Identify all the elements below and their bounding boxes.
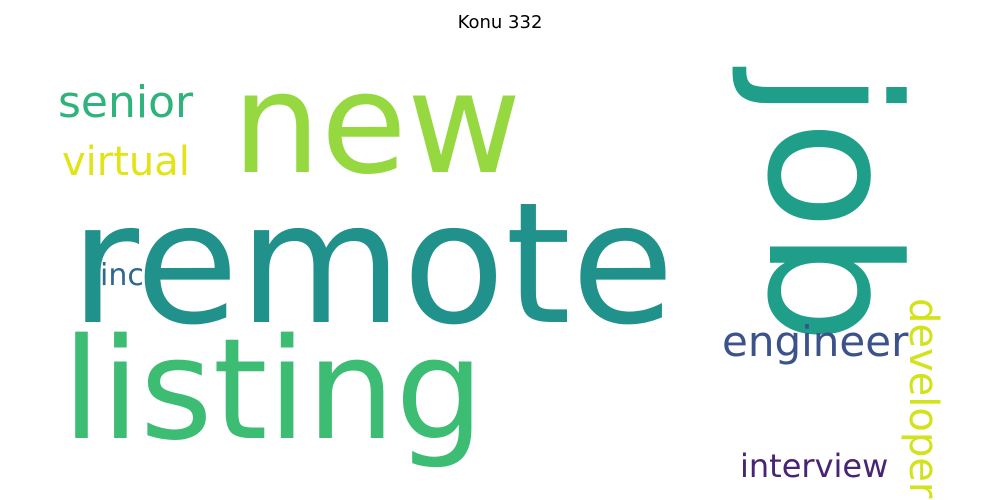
word-listing: listing xyxy=(62,309,484,472)
word-new: new xyxy=(232,43,521,206)
word-engineer: engineer xyxy=(722,317,909,366)
word-remote: remote xyxy=(70,166,674,362)
word-developer: developer xyxy=(900,298,946,499)
word-interview: interview xyxy=(740,447,888,485)
figure-title: Konu 332 xyxy=(457,12,543,33)
word-senior: senior xyxy=(58,77,194,128)
word-virtual: virtual xyxy=(62,139,190,185)
word-job: job xyxy=(727,66,936,344)
word-inc: inc xyxy=(100,258,144,293)
